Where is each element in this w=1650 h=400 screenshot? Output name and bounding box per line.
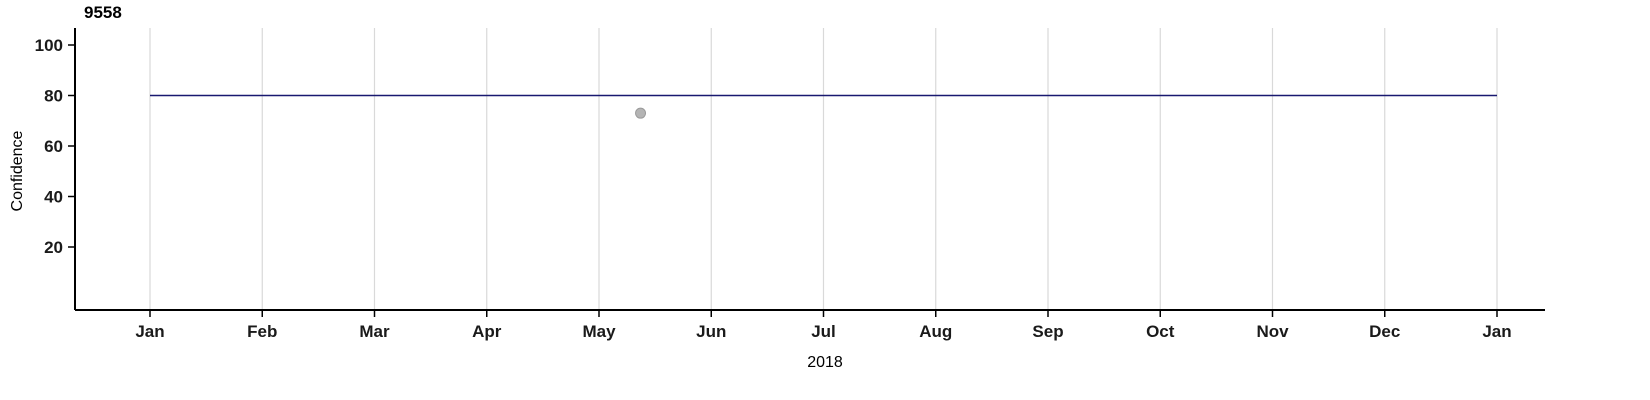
- chart-title: 9558: [84, 3, 122, 22]
- y-tick-label-0: 20: [44, 238, 63, 257]
- y-tick-label-3: 80: [44, 87, 63, 106]
- x-axis-title: 2018: [807, 354, 843, 371]
- y-axis-title: Confidence: [9, 130, 26, 212]
- observation-point-0: [635, 107, 647, 119]
- x-tick-label-5: Jun: [696, 322, 726, 341]
- x-tick-label-2: Mar: [359, 322, 390, 341]
- x-tick-label-8: Sep: [1032, 322, 1063, 341]
- x-tick-label-12: Jan: [1482, 322, 1511, 341]
- y-tick-label-1: 40: [44, 188, 63, 207]
- x-tick-label-10: Nov: [1256, 322, 1289, 341]
- x-tick-label-9: Oct: [1146, 322, 1175, 341]
- y-tick-label-4: 100: [35, 36, 63, 55]
- x-tick-label-4: May: [582, 322, 616, 341]
- x-tick-label-7: Aug: [919, 322, 952, 341]
- y-tick-label-2: 60: [44, 137, 63, 156]
- x-tick-label-11: Dec: [1369, 322, 1400, 341]
- x-tick-label-0: Jan: [135, 322, 164, 341]
- x-tick-label-3: Apr: [472, 322, 502, 341]
- x-tick-label-1: Feb: [247, 322, 277, 341]
- x-tick-label-6: Jul: [811, 322, 836, 341]
